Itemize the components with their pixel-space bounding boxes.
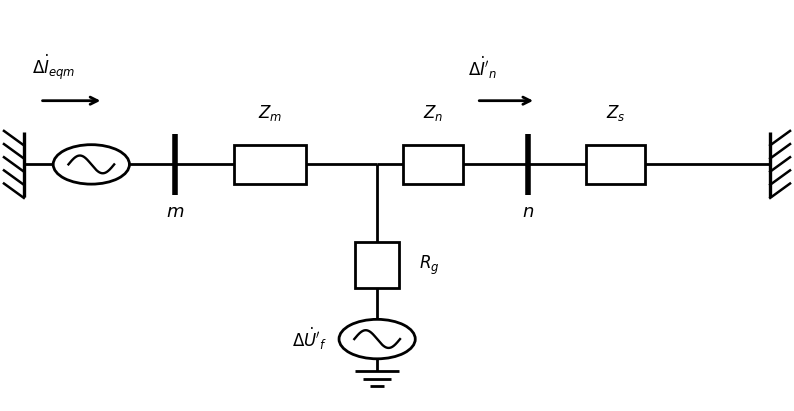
Ellipse shape [339,319,415,359]
Text: $n$: $n$ [522,203,534,221]
Text: $\Delta\dot{U}'_f$: $\Delta\dot{U}'_f$ [292,326,327,352]
Text: $\Delta\dot{I}'_n$: $\Delta\dot{I}'_n$ [468,55,497,81]
Text: $R_g$: $R_g$ [418,254,439,277]
Text: $\Delta\dot{I}_{eqm}$: $\Delta\dot{I}_{eqm}$ [32,53,75,83]
Text: $Z_s$: $Z_s$ [606,103,625,123]
Text: $Z_n$: $Z_n$ [422,103,443,123]
Bar [355,242,399,288]
Ellipse shape [53,145,129,184]
Text: $m$: $m$ [165,203,184,221]
Bar [403,145,462,184]
Bar [585,145,645,184]
Text: $Z_m$: $Z_m$ [258,103,282,123]
Bar [234,145,306,184]
